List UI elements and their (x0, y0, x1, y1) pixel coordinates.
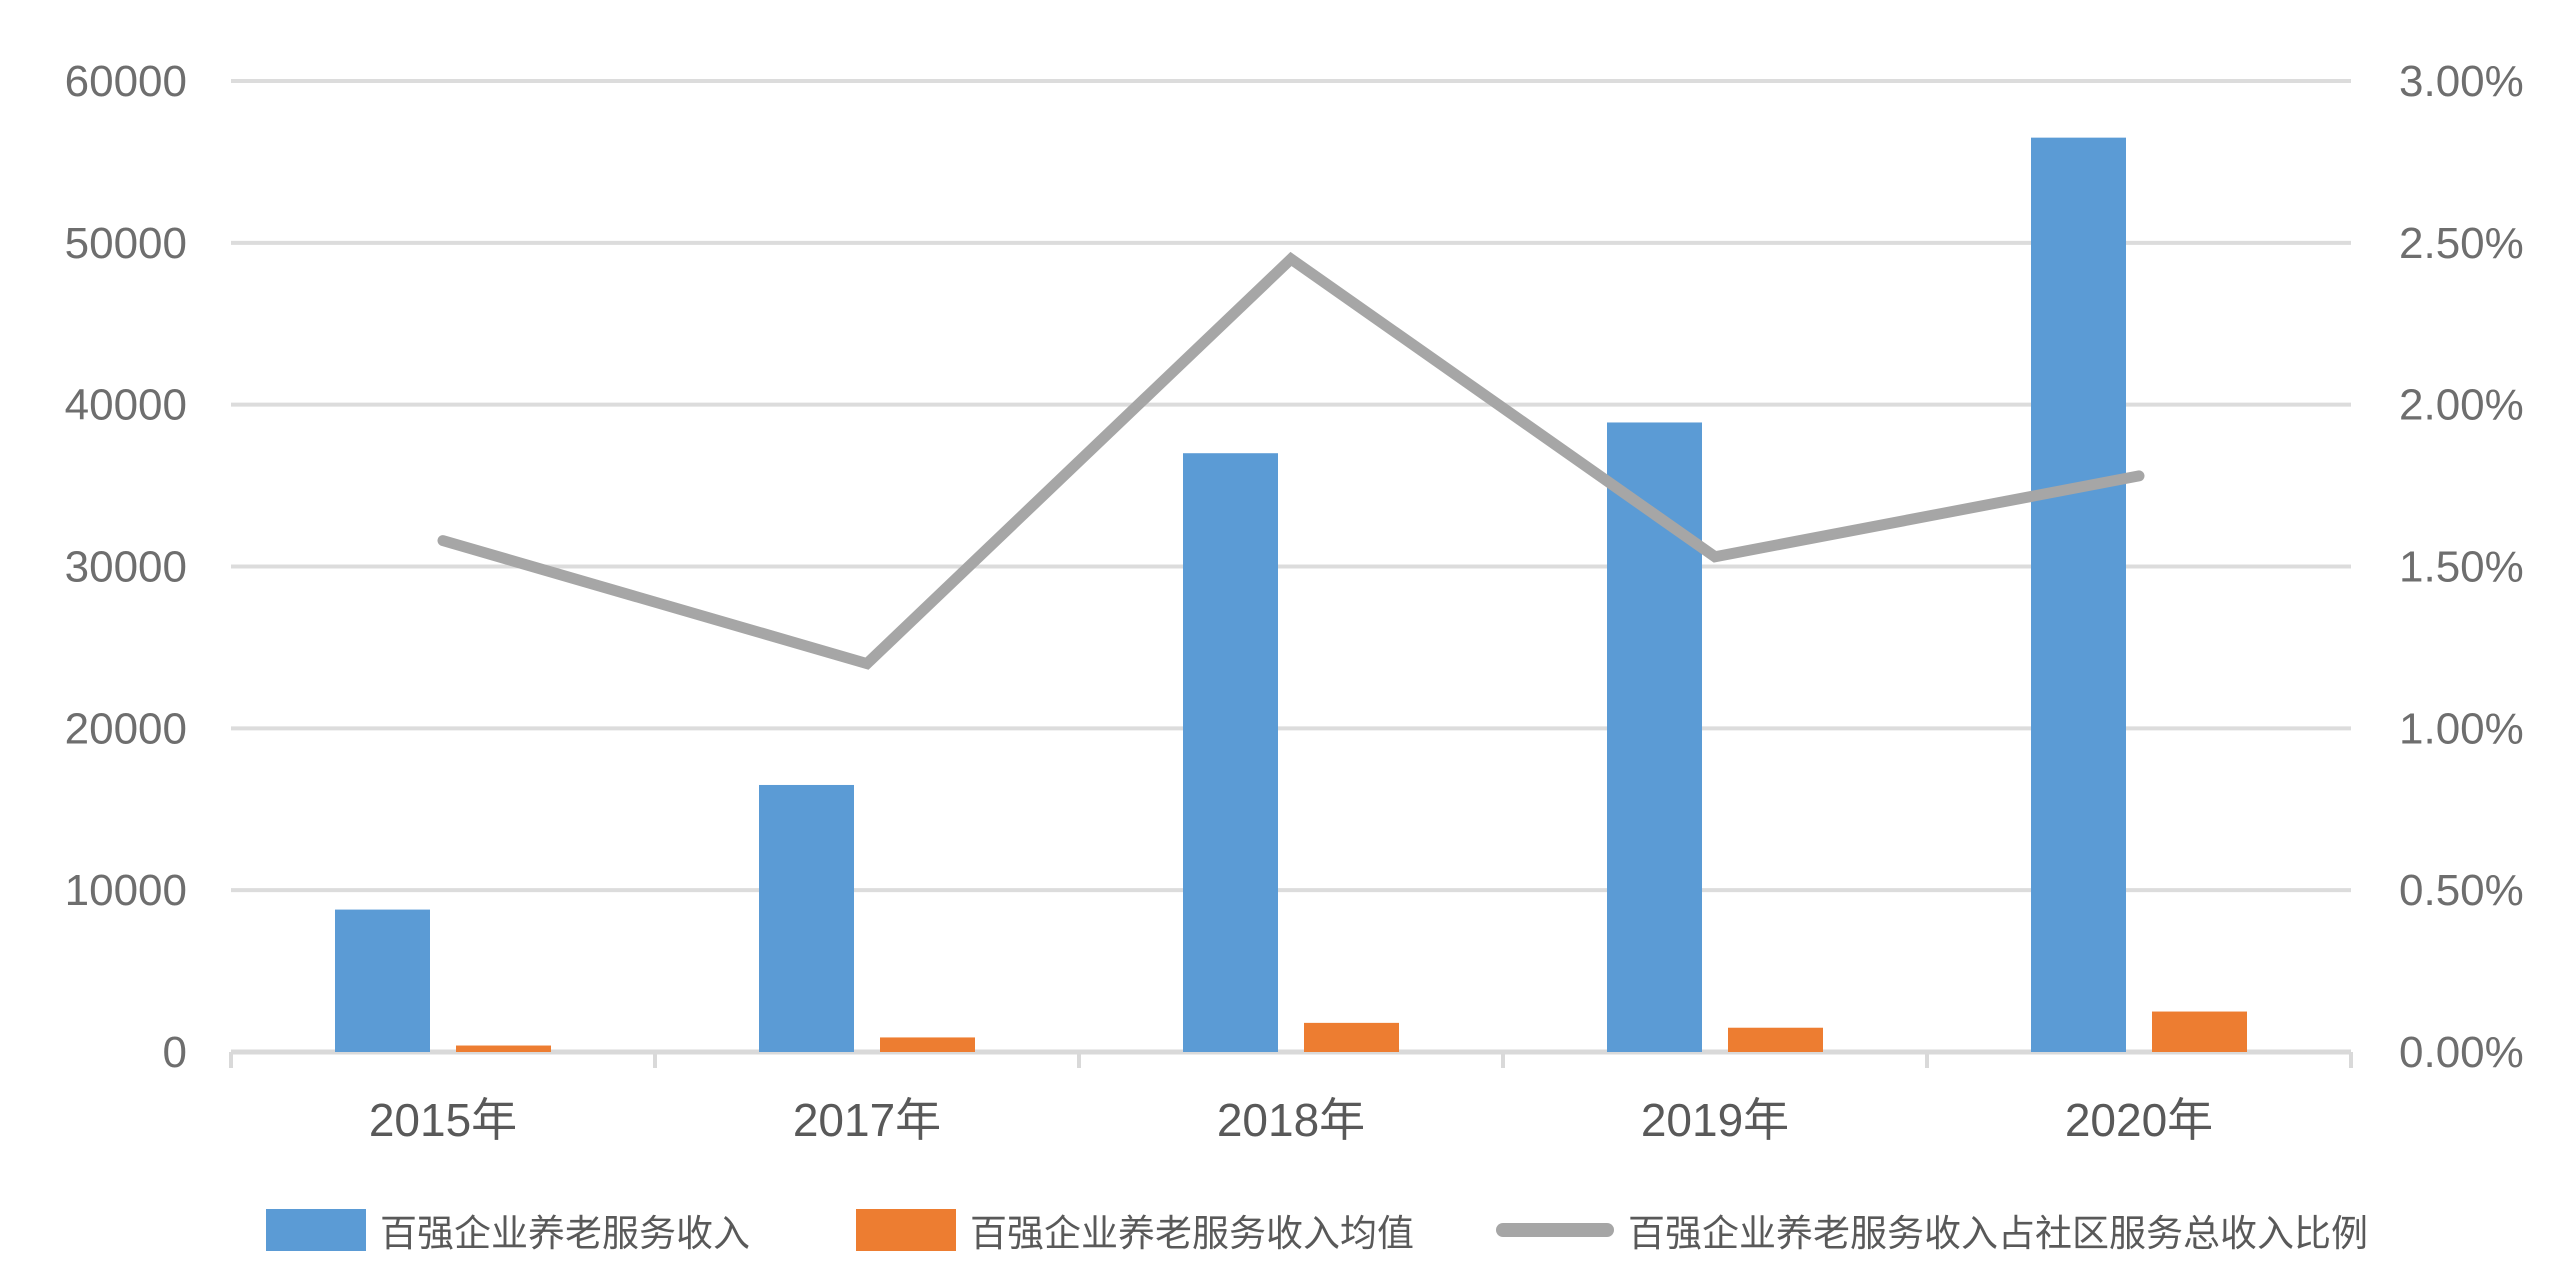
right-axis-tick-label: 0.00% (2399, 1028, 2524, 1077)
legend-swatch-ratio-line (1496, 1223, 1614, 1237)
right-axis-tick-label: 2.00% (2399, 381, 2524, 430)
x-axis-category-label: 2015年 (369, 1094, 517, 1146)
legend-swatch-revenue (266, 1209, 366, 1251)
bar-average (2152, 1011, 2247, 1052)
bar-revenue (335, 909, 430, 1052)
bar-average (456, 1045, 551, 1052)
left-axis-tick-label: 30000 (65, 543, 187, 592)
legend-item-average: 百强企业养老服务收入均值 (856, 1206, 1414, 1254)
right-axis-tick-label: 2.50% (2399, 219, 2524, 268)
bar-average (1728, 1027, 1823, 1052)
ratio-line (437, 251, 2145, 670)
bar-revenue (759, 784, 854, 1052)
x-axis-category-label: 2017年 (793, 1094, 941, 1146)
right-axis-tick-label: 3.00% (2399, 57, 2524, 106)
left-axis-tick-label: 40000 (65, 381, 187, 430)
right-axis-tick-label: 1.50% (2399, 543, 2524, 592)
legend-item-revenue: 百强企业养老服务收入 (266, 1206, 750, 1254)
x-axis-category-label: 2018年 (1217, 1094, 1365, 1146)
bar-revenue (2031, 137, 2126, 1052)
x-axis-category-label: 2019年 (1641, 1094, 1789, 1146)
left-axis-tick-label: 50000 (65, 219, 187, 268)
legend-label-average: 百强企业养老服务收入均值 (970, 1213, 1414, 1254)
left-axis-tick-label: 60000 (65, 57, 187, 106)
left-axis-tick-label: 0 (163, 1028, 187, 1077)
x-axis-category-label: 2020年 (2065, 1094, 2213, 1146)
left-axis-tick-label: 20000 (65, 704, 187, 753)
legend-swatch-average (856, 1209, 956, 1251)
bar-average (1304, 1022, 1399, 1052)
legend-label-revenue: 百强企业养老服务收入 (380, 1213, 750, 1254)
right-axis-tick-label: 1.00% (2399, 704, 2524, 753)
legend: 百强企业养老服务收入 百强企业养老服务收入均值 百强企业养老服务收入占社区服务总… (0, 1206, 2566, 1256)
bar-revenue (1607, 422, 1702, 1052)
right-axis-tick-label: 0.50% (2399, 866, 2524, 915)
bar-revenue (1183, 453, 1278, 1052)
legend-item-ratio: 百强企业养老服务收入占社区服务总收入比例 (1496, 1206, 2368, 1254)
left-axis-tick-label: 10000 (65, 866, 187, 915)
legend-label-ratio: 百强企业养老服务收入占社区服务总收入比例 (1628, 1213, 2368, 1254)
bar-average (880, 1037, 975, 1052)
